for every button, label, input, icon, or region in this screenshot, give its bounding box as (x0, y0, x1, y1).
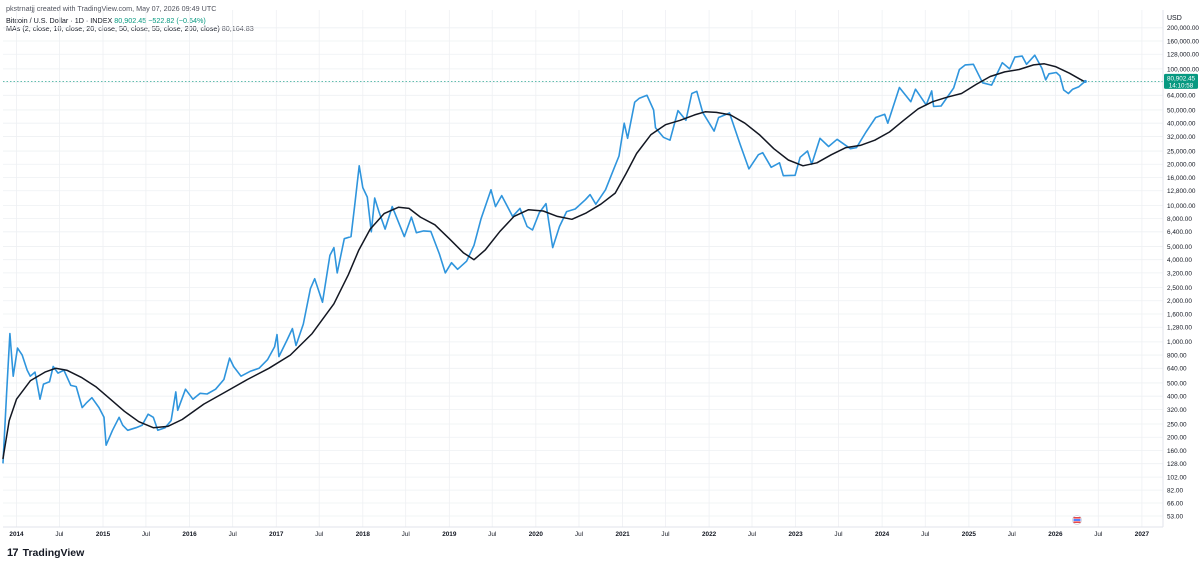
last-price-tag-value: 80,902.45 (1167, 75, 1196, 82)
y-tick-label: 6,400.00 (1167, 229, 1192, 236)
y-tick-label: 1,600.00 (1167, 311, 1192, 318)
x-tick-label: Jul (229, 531, 237, 538)
y-tick-label: 40,000.00 (1167, 121, 1196, 128)
y-tick-label: 640.00 (1167, 366, 1187, 373)
x-tick-label: Jul (402, 531, 410, 538)
x-tick-label: 2017 (269, 531, 284, 538)
y-tick-label: 12,800.00 (1167, 188, 1196, 195)
y-tick-label: 1,000.00 (1167, 339, 1192, 346)
y-tick-label: 200,000.00 (1167, 25, 1199, 32)
y-tick-label: 2,000.00 (1167, 298, 1192, 305)
price-change: −522.82 (−0.64%) (148, 16, 206, 25)
x-tick-label: 2027 (1135, 531, 1150, 538)
x-tick-label: 2019 (442, 531, 457, 538)
ma-legend: MAs (2, close, 10, close, 20, close, 50,… (6, 24, 254, 33)
countdown-timer: 14:10:58 (1169, 82, 1194, 89)
y-tick-label: 5,000.00 (1167, 244, 1192, 251)
last-price-tag: 80,902.45 14:10:58 (1164, 73, 1198, 89)
y-tick-label: 320.00 (1167, 407, 1187, 414)
y-tick-label: 102.00 (1167, 475, 1187, 482)
x-tick-label: Jul (488, 531, 496, 538)
price-line (2, 54, 1087, 464)
x-tick-label: 2018 (356, 531, 371, 538)
price-axis[interactable]: 53.00 66.00 82.00 102.00 128.00 160.00 200.00 2… (1167, 25, 1199, 520)
last-price: 80,902.45 (114, 16, 147, 25)
ma-value: 80,164.83 (221, 24, 254, 33)
y-tick-label: 53.00 (1167, 513, 1183, 520)
y-tick-label: 2,500.00 (1167, 285, 1192, 292)
y-tick-label: 25,000.00 (1167, 148, 1196, 155)
last-price-tag-bg (1164, 73, 1198, 89)
ma-200-line (2, 63, 1087, 460)
x-tick-label: 2026 (1048, 531, 1063, 538)
y-tick-label: 160.00 (1167, 448, 1187, 455)
y-tick-label: 800.00 (1167, 352, 1187, 359)
y-tick-label: 16,000.00 (1167, 175, 1196, 182)
currency-label: USD (1167, 15, 1182, 22)
brand-name: TradingView (22, 547, 85, 559)
x-tick-label: 2024 (875, 531, 890, 538)
y-tick-label: 10,000.00 (1167, 203, 1196, 210)
x-tick-label: Jul (575, 531, 583, 538)
last-price-dot (1083, 79, 1087, 84)
x-tick-label: 2023 (789, 531, 804, 538)
y-tick-label: 200.00 (1167, 435, 1187, 442)
y-tick-label: 50,000.00 (1167, 107, 1196, 114)
series-layer (2, 54, 1163, 464)
y-tick-label: 160,000.00 (1167, 38, 1199, 45)
x-tick-label: Jul (921, 531, 929, 538)
tradingview-branding: 17 TradingView (7, 545, 84, 561)
tradingview-logo-icon: 17 (7, 547, 18, 559)
x-tick-label: Jul (1008, 531, 1016, 538)
x-tick-label: Jul (661, 531, 669, 538)
y-tick-label: 20,000.00 (1167, 162, 1196, 169)
ma-settings[interactable]: MAs (2, close, 10, close, 20, close, 50,… (6, 24, 220, 33)
y-tick-label: 4,000.00 (1167, 257, 1192, 264)
x-tick-label: Jul (142, 531, 150, 538)
x-tick-label: Jul (55, 531, 63, 538)
x-tick-label: 2015 (96, 531, 111, 538)
y-tick-label: 128,000.00 (1167, 52, 1199, 59)
x-tick-label: Jul (1094, 531, 1102, 538)
y-tick-label: 66.00 (1167, 500, 1183, 507)
x-tick-label: Jul (834, 531, 842, 538)
x-tick-label: 2016 (182, 531, 197, 538)
time-axis[interactable]: 2014 Jul 2015 Jul 2016 Jul 2017 Jul 2018 Jul 2019 J… (9, 531, 1149, 538)
y-tick-label: 128.00 (1167, 461, 1187, 468)
y-tick-label: 400.00 (1167, 394, 1187, 401)
x-tick-label: 2020 (529, 531, 544, 538)
grid (3, 10, 1163, 527)
y-tick-label: 3,200.00 (1167, 270, 1192, 277)
attribution-text: pkstrnatjj created with TradingView.com,… (6, 4, 217, 13)
y-tick-label: 1,280.00 (1167, 325, 1192, 332)
x-tick-label: 2021 (615, 531, 630, 538)
y-tick-label: 64,000.00 (1167, 93, 1196, 100)
y-tick-label: 250.00 (1167, 421, 1187, 428)
events-flag-icon[interactable] (1072, 515, 1082, 525)
x-tick-label: 2014 (9, 531, 24, 538)
y-tick-label: 8,000.00 (1167, 216, 1192, 223)
y-tick-label: 500.00 (1167, 380, 1187, 387)
y-tick-label: 32,000.00 (1167, 134, 1196, 141)
x-tick-label: Jul (748, 531, 756, 538)
x-tick-label: 2025 (962, 531, 977, 538)
y-tick-label: 100,000.00 (1167, 66, 1199, 73)
x-tick-label: 2022 (702, 531, 717, 538)
x-tick-label: Jul (315, 531, 323, 538)
y-tick-label: 82.00 (1167, 487, 1183, 494)
